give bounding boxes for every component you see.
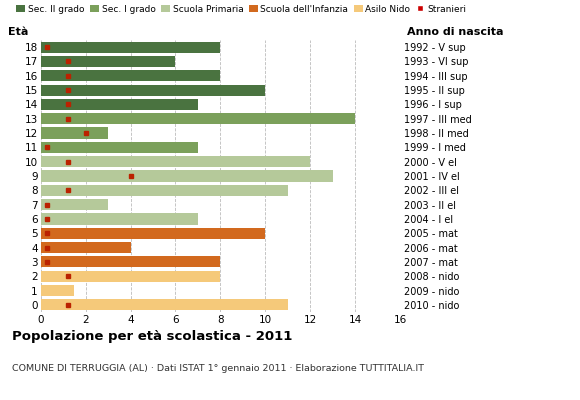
- Bar: [41, 185, 288, 196]
- Bar: [41, 113, 355, 124]
- Text: Anno di nascita: Anno di nascita: [407, 27, 504, 37]
- Legend: Sec. II grado, Sec. I grado, Scuola Primaria, Scuola dell'Infanzia, Asilo Nido, : Sec. II grado, Sec. I grado, Scuola Prim…: [16, 4, 467, 14]
- Bar: [41, 228, 265, 239]
- Bar: [41, 199, 108, 210]
- Bar: [41, 70, 220, 81]
- Bar: [41, 271, 220, 282]
- Text: COMUNE DI TERRUGGIA (AL) · Dati ISTAT 1° gennaio 2011 · Elaborazione TUTTITALIA.: COMUNE DI TERRUGGIA (AL) · Dati ISTAT 1°…: [12, 364, 423, 373]
- Bar: [41, 285, 74, 296]
- Bar: [41, 156, 310, 167]
- Bar: [41, 84, 265, 96]
- Bar: [41, 299, 288, 310]
- Bar: [41, 128, 108, 139]
- Text: Età: Età: [8, 27, 28, 37]
- Bar: [41, 42, 220, 53]
- Bar: [41, 170, 333, 182]
- Bar: [41, 56, 175, 67]
- Text: Popolazione per età scolastica - 2011: Popolazione per età scolastica - 2011: [12, 330, 292, 343]
- Bar: [41, 213, 198, 224]
- Bar: [41, 242, 130, 253]
- Bar: [41, 99, 198, 110]
- Bar: [41, 142, 198, 153]
- Bar: [41, 256, 220, 268]
